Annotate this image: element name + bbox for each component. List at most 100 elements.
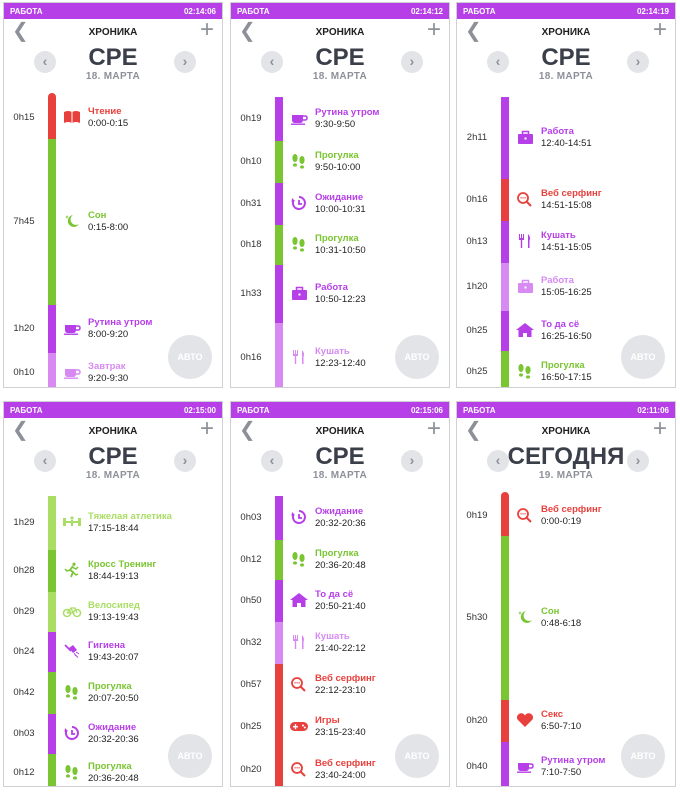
timeline-entry[interactable]: 0h31 Ожидание 10:00-10:31 [231, 183, 449, 225]
phone-screen: РАБОТА 02:15:00 ❮ ХРОНИКА + ‹ СРЕ 18. МАРТА › 1h2… [3, 401, 223, 787]
prev-day-button[interactable]: ‹ [261, 450, 283, 472]
timeline-entry[interactable]: 0h28 Кросс Тренинг 18:44-19:13 [4, 550, 222, 592]
entry-time: 23:15-23:40 [315, 727, 366, 738]
prev-day-button[interactable]: ‹ [487, 450, 509, 472]
status-activity: РАБОТА [237, 405, 270, 415]
entry-duration: 0h20 [240, 764, 262, 775]
timeline-entry[interactable]: 0h03 Ожидание 20:32-20:36 [231, 496, 449, 540]
status-bar: РАБОТА 02:15:06 [231, 402, 449, 418]
day-label: СРЕ [315, 44, 365, 71]
add-icon[interactable]: + [652, 16, 667, 43]
timeline-entry[interactable]: 7h45 Сон 0:15-8:00 [4, 139, 222, 305]
timeline-entry[interactable]: 1h29 Тяжелая атлетика 17:15-18:44 [4, 496, 222, 550]
timeline-entry[interactable]: 1h20 Работа 15:05-16:25 [457, 263, 675, 311]
timeline-entry[interactable]: 1h20 Рутина утром 8:00-9:20 [4, 305, 222, 353]
timeline-entry[interactable]: 0h03 Ожидание 20:32-20:36 [4, 714, 222, 754]
back-icon[interactable]: ❮ [239, 419, 256, 441]
entry-bar [501, 700, 509, 742]
timeline-entry[interactable]: 1h33 Работа 10:50-12:23 [231, 265, 449, 323]
timeline-entry[interactable]: 2h11 Работа 12:40-14:51 [457, 97, 675, 179]
timeline-entry[interactable]: 0h15 Чтение 0:00-0:15 [4, 97, 222, 139]
entry-text: Гигиена 19:43-20:07 [88, 640, 218, 664]
next-day-button[interactable]: › [627, 51, 649, 73]
entry-duration: 0h25 [466, 366, 488, 377]
next-day-button[interactable]: › [627, 450, 649, 472]
add-icon[interactable]: + [199, 415, 214, 442]
back-icon[interactable]: ❮ [12, 419, 29, 441]
entry-time: 19:13-19:43 [88, 612, 139, 623]
timeline-entry[interactable]: 0h42 Прогулка 20:07-20:50 [4, 672, 222, 714]
auto-button[interactable]: АВТО [168, 734, 212, 778]
timeline-entry[interactable]: 0h12 Прогулка 20:36-20:48 [4, 754, 222, 786]
timeline-entry[interactable]: 0h25 Игры 23:15-23:40 [231, 706, 449, 748]
home-icon [289, 592, 309, 608]
timeline-entry[interactable]: 0h32 Кушать 21:40-22:12 [231, 622, 449, 664]
next-day-button[interactable]: › [174, 450, 196, 472]
entry-text: Прогулка 20:36-20:48 [88, 761, 218, 785]
auto-button[interactable]: АВТО [168, 335, 212, 379]
next-day-button[interactable]: › [401, 51, 423, 73]
add-icon[interactable]: + [426, 415, 441, 442]
back-icon[interactable]: ❮ [239, 20, 256, 42]
timeline-entry[interactable]: 0h25 Прогулка 16:50-17:15 [457, 351, 675, 387]
timeline-entry[interactable]: 0h10 Завтрак 9:20-9:30 [4, 353, 222, 387]
add-icon[interactable]: + [652, 415, 667, 442]
timeline-entry[interactable]: 0h18 Прогулка 10:31-10:50 [231, 225, 449, 265]
prev-day-button[interactable]: ‹ [261, 51, 283, 73]
back-icon[interactable]: ❮ [12, 20, 29, 42]
entry-name: Кросс Тренинг [88, 559, 157, 570]
timeline-entry[interactable]: 0h40 Рутина утром 7:10-7:50 [457, 742, 675, 786]
next-day-button[interactable]: › [174, 51, 196, 73]
briefcase-icon [515, 129, 535, 145]
timeline-entry[interactable]: 0h10 Прогулка 9:50-10:00 [231, 141, 449, 183]
timeline-entry[interactable]: 0h57 Веб серфинг 22:12-23:10 [231, 664, 449, 706]
status-time: 02:14:06 [183, 6, 216, 16]
prev-day-button[interactable]: ‹ [34, 450, 56, 472]
header-title: ХРОНИКА [541, 426, 591, 437]
timeline-entry[interactable]: 0h16 Кушать 12:23-12:40 [231, 323, 449, 387]
next-day-button[interactable]: › [401, 450, 423, 472]
entry-name: Игры [315, 715, 340, 726]
entry-duration: 7h45 [13, 216, 35, 227]
timeline-entry[interactable]: 0h16 Веб серфинг 14:51-15:08 [457, 179, 675, 221]
prev-day-button[interactable]: ‹ [487, 51, 509, 73]
timeline-entry[interactable]: 5h30 Сон 0:48-6:18 [457, 536, 675, 700]
entry-name: Веб серфинг [541, 504, 602, 515]
prev-day-button[interactable]: ‹ [34, 51, 56, 73]
entry-bar [275, 323, 283, 387]
auto-button[interactable]: АВТО [395, 734, 439, 778]
timeline-entry[interactable]: 0h50 То да сё 20:50-21:40 [231, 580, 449, 622]
timeline-entry[interactable]: 0h29 Велосипед 19:13-19:43 [4, 592, 222, 632]
gamepad-icon [289, 718, 309, 734]
add-icon[interactable]: + [199, 16, 214, 43]
auto-button[interactable]: АВТО [621, 335, 665, 379]
entry-name: Ожидание [88, 722, 137, 733]
entry-text: Прогулка 16:50-17:15 [541, 360, 671, 384]
entry-bar [501, 97, 509, 179]
timeline-entry[interactable]: 0h13 Кушать 14:51-15:05 [457, 221, 675, 263]
entry-time: 9:20-9:30 [88, 373, 129, 384]
date-selector: ‹ СРЕ 18. МАРТА › [4, 43, 222, 95]
cup-icon [289, 110, 309, 126]
entry-time: 0:15-8:00 [88, 222, 129, 233]
auto-button[interactable]: АВТО [621, 734, 665, 778]
timeline-entry[interactable]: 0h19 Веб серфинг 0:00-0:19 [457, 496, 675, 536]
timeline-entry[interactable]: 0h12 Прогулка 20:36-20:48 [231, 540, 449, 580]
entry-bar [48, 496, 56, 550]
timeline-entry[interactable]: 0h20 Секс 6:50-7:10 [457, 700, 675, 742]
add-icon[interactable]: + [426, 16, 441, 43]
timeline-entry[interactable]: 0h20 Веб серфинг 23:40-24:00 [231, 748, 449, 786]
back-icon[interactable]: ❮ [465, 20, 482, 42]
entry-bar [501, 311, 509, 351]
timeline-entry[interactable]: 0h19 Рутина утром 9:30-9:50 [231, 97, 449, 141]
entry-text: Прогулка 9:50-10:00 [315, 150, 445, 174]
entry-name: Прогулка [315, 233, 359, 244]
status-time: 02:15:06 [410, 405, 443, 415]
timeline-entry[interactable]: 0h24 Гигиена 19:43-20:07 [4, 632, 222, 672]
back-icon[interactable]: ❮ [465, 419, 482, 441]
date-selector: ‹ СРЕ 18. МАРТА › [231, 442, 449, 494]
entry-time: 20:36-20:48 [315, 560, 366, 571]
cup-icon [62, 364, 82, 380]
timeline-entry[interactable]: 0h25 То да сё 16:25-16:50 [457, 311, 675, 351]
auto-button[interactable]: АВТО [395, 335, 439, 379]
